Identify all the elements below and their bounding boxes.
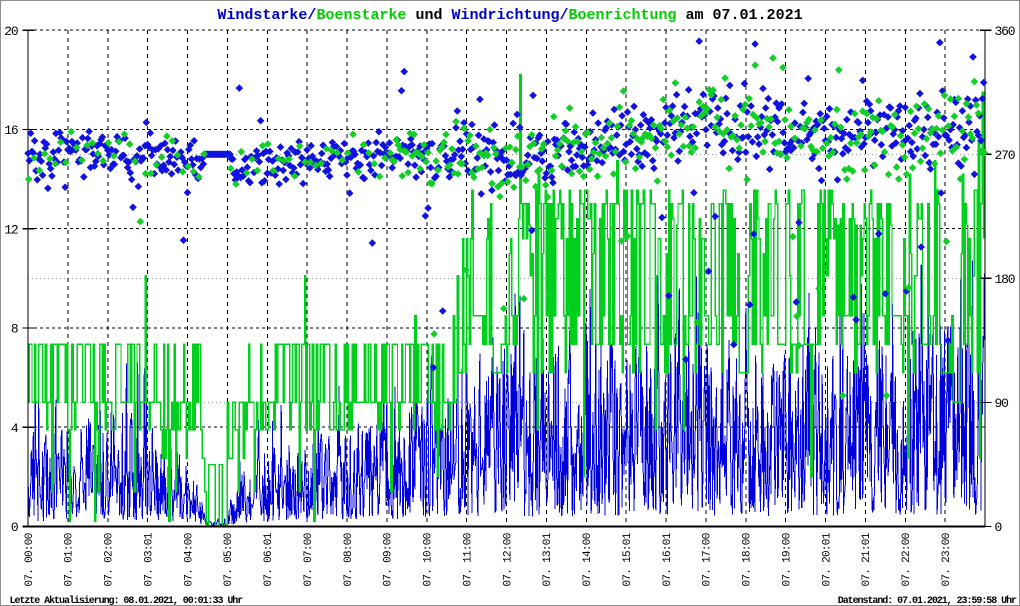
svg-text:07. 20:01: 07. 20:01 <box>821 532 833 586</box>
svg-text:8: 8 <box>11 322 18 337</box>
svg-text:270: 270 <box>995 148 1015 163</box>
svg-text:07. 11:00: 07. 11:00 <box>462 533 474 586</box>
svg-text:Letzte Aktualisierung: 08.01.2: Letzte Aktualisierung: 08.01.2021, 00:01… <box>10 595 244 606</box>
svg-text:16: 16 <box>4 123 18 138</box>
svg-text:07. 04:00: 07. 04:00 <box>183 533 195 586</box>
svg-text:07. 22:00: 07. 22:00 <box>901 533 913 586</box>
svg-text:07. 03:01: 07. 03:01 <box>143 532 155 586</box>
svg-text:Datenstand: 07.01.2021, 23:59:: Datenstand: 07.01.2021, 23:59:58 Uhr <box>838 595 1017 606</box>
svg-text:07. 16:01: 07. 16:01 <box>662 532 674 586</box>
svg-text:360: 360 <box>995 24 1015 39</box>
svg-text:07. 12:00: 07. 12:00 <box>502 533 514 586</box>
svg-text:07. 18:00: 07. 18:00 <box>742 533 754 586</box>
svg-text:07. 13:01: 07. 13:01 <box>542 532 554 586</box>
svg-text:07. 10:00: 07. 10:00 <box>423 533 435 586</box>
svg-text:07. 06:01: 07. 06:01 <box>263 532 275 586</box>
svg-text:0: 0 <box>995 520 1002 535</box>
svg-text:07. 00:00: 07. 00:00 <box>24 533 36 586</box>
svg-text:07. 17:00: 07. 17:00 <box>702 533 714 586</box>
svg-text:20: 20 <box>4 24 18 39</box>
svg-text:4: 4 <box>11 421 19 436</box>
svg-text:07. 14:00: 07. 14:00 <box>582 533 594 586</box>
svg-text:07. 08:00: 07. 08:00 <box>343 533 355 586</box>
svg-text:07. 21:01: 07. 21:01 <box>861 532 873 586</box>
svg-text:07. 15:01: 07. 15:01 <box>622 532 634 586</box>
svg-text:07. 23:00: 07. 23:00 <box>941 533 953 586</box>
svg-text:180: 180 <box>995 272 1015 287</box>
svg-text:07. 01:00: 07. 01:00 <box>64 533 76 586</box>
svg-text:07. 09:00: 07. 09:00 <box>383 533 395 586</box>
svg-text:07. 07:00: 07. 07:00 <box>303 533 315 586</box>
svg-text:12: 12 <box>4 222 18 237</box>
svg-text:90: 90 <box>995 396 1009 411</box>
svg-text:0: 0 <box>11 520 18 535</box>
svg-text:07. 19:00: 07. 19:00 <box>781 533 793 586</box>
svg-text:07. 02:00: 07. 02:00 <box>104 533 116 586</box>
svg-text:07. 05:00: 07. 05:00 <box>223 533 235 586</box>
svg-text:Windstarke/Boenstarke und Wind: Windstarke/Boenstarke und Windrichtung/B… <box>217 7 802 24</box>
